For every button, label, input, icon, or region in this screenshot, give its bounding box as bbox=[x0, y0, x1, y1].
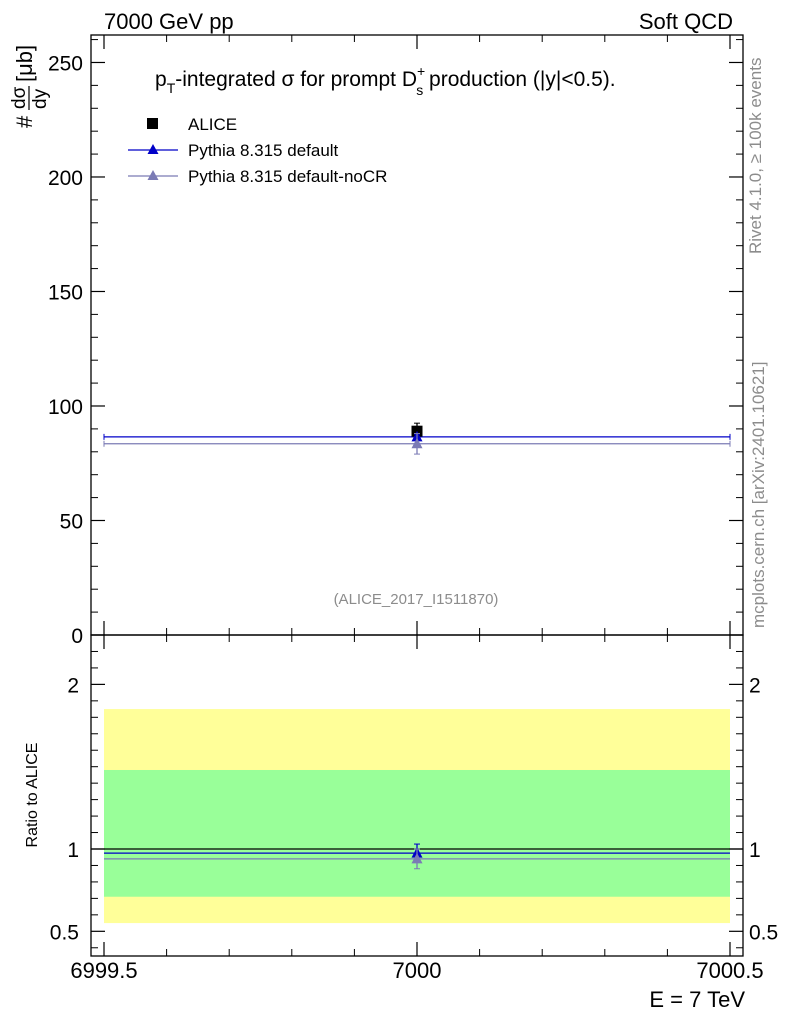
title-for: for prompt D bbox=[294, 68, 417, 91]
series-marks bbox=[103, 422, 731, 870]
title-sigma: σ bbox=[281, 68, 294, 91]
axis-ticks: 0 50 100 150 200 250 0.5 0.5 1 1 2 2 6999.5 7000 7000.… bbox=[48, 35, 778, 983]
title-end: production (|y|<0.5). bbox=[423, 68, 615, 91]
ratio-tick-label-right: 0.5 bbox=[749, 921, 778, 944]
rivet-label: Rivet 4.1.0, ≥ 100k events bbox=[746, 58, 765, 254]
ylabel-num: dσ bbox=[9, 86, 30, 109]
ratio-point-nocr bbox=[411, 852, 423, 864]
title-d-sup: + bbox=[417, 63, 425, 79]
ratio-band-inner bbox=[104, 769, 730, 897]
y-tick-label: 0 bbox=[71, 625, 83, 648]
x-tick-label: 6999.5 bbox=[70, 958, 137, 983]
x-tick-label: 7000 bbox=[393, 958, 442, 983]
ratio-tick-label-right: 1 bbox=[749, 839, 761, 862]
ratio-bands bbox=[91, 709, 743, 924]
title-d-sub: s bbox=[416, 82, 423, 98]
data-point-nocr bbox=[411, 437, 423, 449]
x-tick-label: 7000.5 bbox=[696, 958, 763, 983]
analysis-watermark: (ALICE_2017_I1511870) bbox=[334, 591, 499, 608]
y-tick-label: 200 bbox=[48, 167, 83, 190]
chart-title: pT-integrated σ for prompt D+ s productio… bbox=[155, 63, 616, 98]
title-mid: -integrated bbox=[175, 68, 281, 91]
ratio-ylabel: Ratio to ALICE bbox=[24, 743, 41, 848]
title-p-sub: T bbox=[167, 80, 176, 96]
y-axis-label: # dσ dy [μb] bbox=[9, 45, 51, 128]
ratio-tick-label-right: 2 bbox=[749, 674, 761, 697]
ylabel-hash: # bbox=[12, 115, 37, 128]
legend-label-pythia: Pythia 8.315 default bbox=[188, 141, 339, 160]
ratio-tick-label-left: 0.5 bbox=[50, 921, 79, 944]
ylabel-den: dy bbox=[30, 88, 51, 109]
mcplots-label: mcplots.cern.ch [arXiv:2401.10621] bbox=[749, 362, 768, 628]
legend-marker-nocr bbox=[147, 170, 159, 180]
header-left: 7000 GeV pp bbox=[104, 9, 234, 34]
ratio-tick-label-left: 2 bbox=[67, 674, 79, 697]
y-tick-label: 100 bbox=[48, 396, 83, 419]
y-tick-label: 250 bbox=[48, 52, 83, 75]
legend-marker-pythia bbox=[147, 144, 159, 154]
legend-label-alice: ALICE bbox=[188, 115, 237, 134]
legend-label-nocr: Pythia 8.315 default-noCR bbox=[188, 167, 387, 186]
title-p: p bbox=[155, 68, 167, 91]
ylabel-unit: [μb] bbox=[12, 45, 37, 82]
y-tick-label: 150 bbox=[48, 281, 83, 304]
y-tick-label: 50 bbox=[60, 510, 83, 533]
ratio-tick-label-left: 1 bbox=[67, 839, 79, 862]
legend: ALICE Pythia 8.315 default Pythia 8.315 … bbox=[128, 115, 387, 186]
header-right: Soft QCD bbox=[639, 9, 733, 34]
x-axis-label: E = 7 TeV bbox=[649, 987, 745, 1012]
legend-marker-alice bbox=[147, 118, 158, 129]
